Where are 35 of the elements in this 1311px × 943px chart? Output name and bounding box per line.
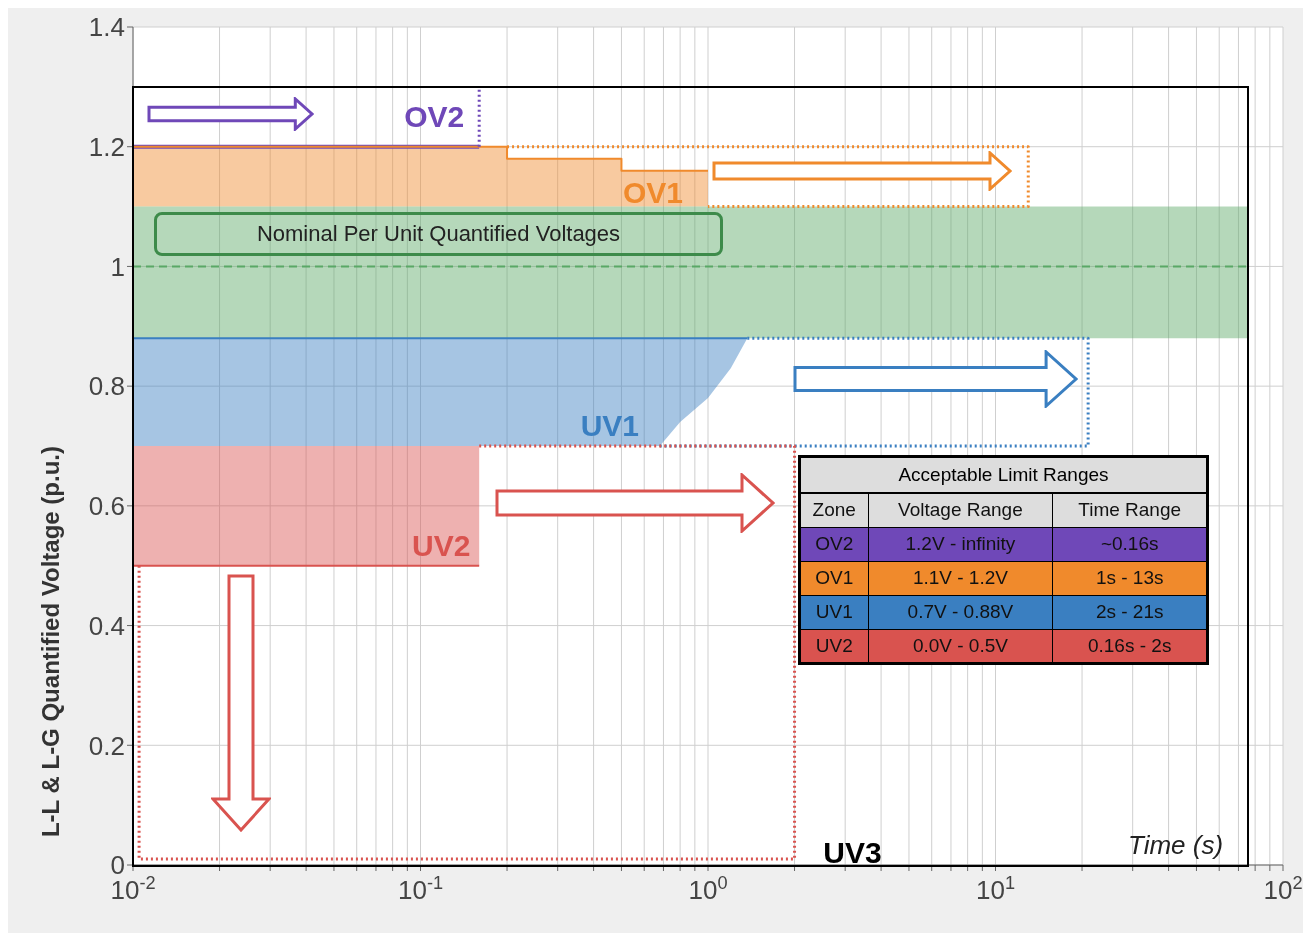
y-tick-label: 1.2: [88, 131, 125, 162]
annotation: 1s - 13s: [1052, 561, 1208, 595]
annotation: Voltage Range: [868, 493, 1053, 527]
y-tick-label: 0.2: [88, 730, 125, 761]
annotation: Nominal Per Unit Quantified Voltages: [154, 212, 723, 256]
annotation: 1.2V - infinity: [868, 527, 1053, 561]
annotation: UV2: [799, 629, 868, 663]
x-axis-title: Time (s): [1128, 830, 1224, 861]
annotation: 0.0V - 0.5V: [868, 629, 1053, 663]
x-tick-label: 10$^{2}$: [1263, 873, 1303, 905]
series-label: UV2: [412, 528, 471, 562]
annotation: OV2: [799, 527, 868, 561]
y-tick-label: 0.6: [88, 491, 125, 522]
annotation: 1.1V - 1.2V: [868, 561, 1053, 595]
annotation: Zone: [799, 493, 868, 527]
series-label: UV3: [823, 836, 882, 870]
annotation: UV1: [799, 595, 868, 629]
y-tick-label: 1.4: [88, 12, 125, 43]
y-tick-label: 0.4: [88, 610, 125, 641]
annotation: OV1: [799, 561, 868, 595]
y-axis-title: L-L & L-G Quantified Voltage (p.u.): [36, 446, 64, 838]
annotation: Acceptable Limit Ranges: [799, 456, 1208, 493]
series-label: OV1: [622, 175, 684, 209]
y-tick-label: 0.8: [88, 371, 125, 402]
series-label: OV2: [404, 99, 465, 133]
annotation: Time Range: [1052, 493, 1208, 527]
x-tick-label: 10$^{1}$: [975, 873, 1016, 905]
annotation: 0.16s - 2s: [1052, 629, 1208, 663]
x-tick-label: 10$^{0}$: [688, 873, 728, 905]
x-tick-label: 10$^{-1}$: [397, 873, 444, 905]
annotation: ~0.16s: [1052, 527, 1208, 561]
annotation: 0.7V - 0.88V: [868, 595, 1053, 629]
annotation: 2s - 21s: [1052, 595, 1208, 629]
text: UV1: [580, 409, 640, 443]
y-tick-label: 1: [110, 251, 125, 282]
